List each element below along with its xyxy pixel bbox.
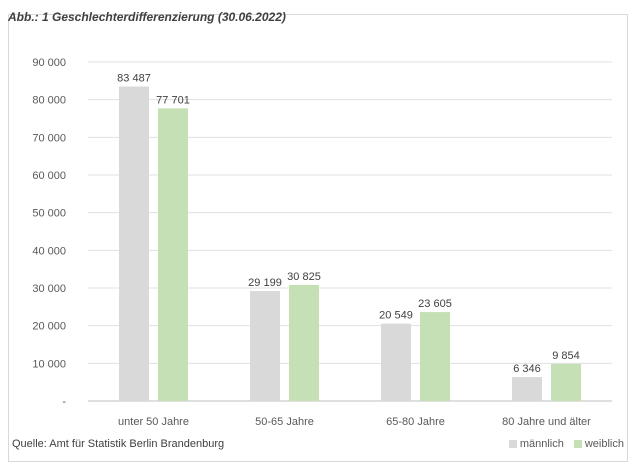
data-label: 30 825 (287, 271, 321, 283)
data-label: 6 346 (513, 363, 541, 375)
bar-weiblich (551, 363, 581, 401)
data-label: 29 199 (248, 277, 282, 289)
legend-label-weiblich: weiblich (584, 438, 624, 450)
source-note: Quelle: Amt für Statistik Berlin Branden… (12, 438, 225, 450)
data-label: 9 854 (552, 350, 580, 362)
legend-swatch-weiblich (573, 440, 582, 448)
y-tick-label: 60 000 (32, 170, 66, 182)
data-label: 77 701 (156, 94, 190, 106)
y-tick-label: 70 000 (32, 132, 66, 144)
legend-swatch-maennlich (508, 440, 517, 448)
chart-title: Abb.: 1 Geschlechterdifferenzierung (30.… (8, 10, 286, 24)
x-tick-label: 50-65 Jahre (255, 416, 314, 428)
bar-weiblich (158, 108, 188, 401)
x-tick-label: 80 Jahre und älter (502, 416, 591, 428)
legend-label-maennlich: männlich (519, 438, 564, 450)
y-tick-label: 90 000 (32, 57, 66, 69)
legend: männlich weiblich (508, 438, 624, 450)
data-label: 83 487 (117, 73, 151, 85)
bar-maennlich (250, 291, 280, 401)
data-label: 23 605 (418, 298, 452, 310)
y-tick-label: 80 000 (32, 95, 66, 107)
bar-weiblich (420, 312, 450, 401)
y-tick-label: 10 000 (32, 358, 66, 370)
x-tick-label: unter 50 Jahre (118, 416, 189, 428)
data-label: 20 549 (379, 310, 413, 322)
x-tick-label: 65-80 Jahre (386, 416, 445, 428)
y-tick-label: 20 000 (32, 321, 66, 333)
y-tick-label: - (62, 396, 66, 408)
y-tick-label: 50 000 (32, 208, 66, 220)
legend-item-maennlich: männlich (508, 438, 564, 450)
bar-maennlich (119, 86, 149, 402)
legend-item-weiblich: weiblich (573, 438, 624, 450)
bar-weiblich (289, 284, 319, 401)
y-tick-label: 40 000 (32, 245, 66, 257)
bar-maennlich (512, 377, 542, 401)
bar-maennlich (381, 323, 411, 401)
y-tick-label: 30 000 (32, 283, 66, 295)
